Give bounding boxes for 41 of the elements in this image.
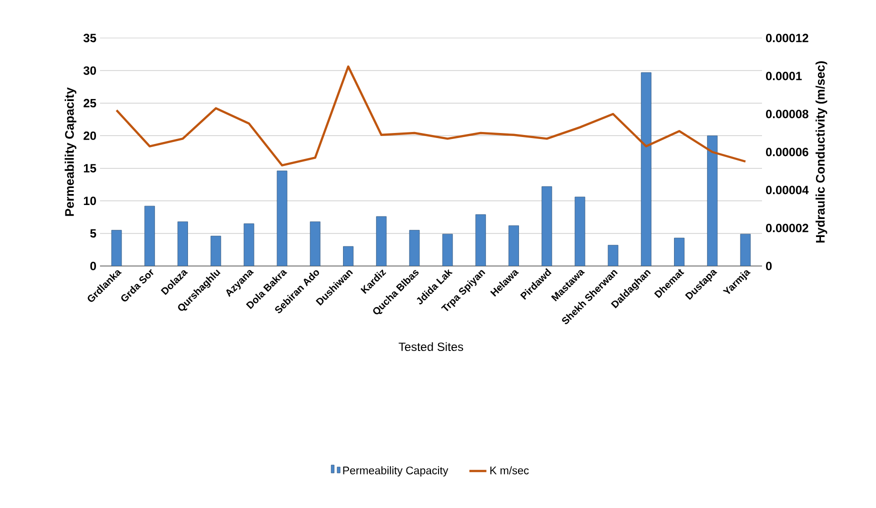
bar xyxy=(244,223,254,266)
y-tick-label: 30 xyxy=(83,66,96,75)
bar xyxy=(276,170,288,266)
legend-label: K m/sec xyxy=(490,466,529,474)
bar xyxy=(376,216,387,266)
y-axis-title: Permeability Capacity xyxy=(64,87,76,216)
bar xyxy=(343,246,354,266)
y2-tick-label: 0 xyxy=(766,262,772,270)
y2-axis-title: Hydraulic Conductivity (m/sec) xyxy=(816,61,828,243)
bar xyxy=(740,234,751,266)
bar xyxy=(475,214,486,266)
bar xyxy=(707,136,718,266)
bar xyxy=(210,236,222,266)
y-tick-label: 35 xyxy=(83,34,96,42)
y2-tick-label: 0.00004 xyxy=(766,186,809,194)
bar xyxy=(508,225,519,266)
bar xyxy=(574,196,586,266)
y2-tick-label: 0.00006 xyxy=(766,148,808,156)
bar xyxy=(409,230,420,266)
y-tick-label: 15 xyxy=(84,164,96,172)
legend-label: Permeability Capacity xyxy=(343,466,448,476)
y-tick-label: 10 xyxy=(84,196,96,206)
bar xyxy=(542,186,552,266)
bar xyxy=(310,222,320,266)
bar xyxy=(640,72,652,266)
bar xyxy=(442,234,453,266)
bar xyxy=(608,244,618,266)
y-tick-label: 5 xyxy=(90,229,96,238)
y-tick-label: 20 xyxy=(84,131,96,140)
bar xyxy=(111,230,122,266)
y2-tick-label: 0.00002 xyxy=(766,224,808,232)
y-tick-label: 0 xyxy=(90,262,96,270)
bar xyxy=(144,206,155,266)
y-tick-label: 25 xyxy=(84,98,96,108)
line-series xyxy=(115,65,747,166)
bar xyxy=(178,222,188,266)
y2-tick-label: 0.00012 xyxy=(766,34,808,42)
bar xyxy=(674,238,684,266)
y2-tick-label: 0.0001 xyxy=(766,72,802,80)
y2-tick-label: 0.00008 xyxy=(766,110,808,118)
x-axis-title: Tested Sites xyxy=(398,342,464,352)
